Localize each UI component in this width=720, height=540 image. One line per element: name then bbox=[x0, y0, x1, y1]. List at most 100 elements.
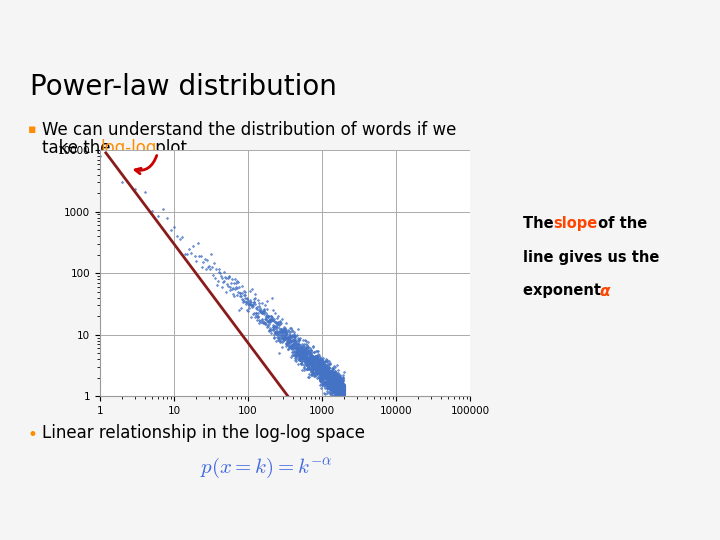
Point bbox=[289, 355, 301, 364]
Point bbox=[311, 367, 323, 376]
Point bbox=[248, 309, 260, 318]
Point bbox=[266, 316, 278, 325]
Point bbox=[325, 368, 337, 377]
Point bbox=[329, 389, 341, 398]
Point bbox=[325, 377, 337, 386]
Point bbox=[303, 347, 315, 356]
Point bbox=[307, 342, 319, 351]
Point bbox=[334, 392, 346, 401]
Point bbox=[284, 326, 295, 335]
Point bbox=[322, 383, 333, 392]
Point bbox=[325, 366, 337, 375]
Point bbox=[326, 383, 338, 392]
Point bbox=[323, 368, 334, 376]
Point bbox=[323, 370, 334, 379]
Point bbox=[307, 365, 319, 374]
Point bbox=[320, 367, 331, 375]
Point bbox=[325, 369, 336, 378]
Point bbox=[312, 366, 324, 374]
Point bbox=[337, 387, 348, 396]
Point bbox=[285, 336, 297, 345]
Point bbox=[322, 375, 333, 383]
Point bbox=[310, 346, 322, 355]
Point bbox=[333, 385, 344, 394]
Point bbox=[321, 366, 333, 374]
Point bbox=[313, 362, 325, 371]
Point bbox=[316, 361, 328, 370]
Point bbox=[332, 390, 343, 399]
Point bbox=[294, 356, 305, 364]
Point bbox=[328, 364, 339, 373]
Point bbox=[338, 388, 349, 396]
Point bbox=[273, 333, 284, 341]
Point bbox=[307, 368, 319, 377]
Point bbox=[324, 368, 336, 376]
Point bbox=[309, 364, 320, 373]
Point bbox=[301, 345, 312, 353]
Point bbox=[295, 354, 307, 363]
Point bbox=[278, 326, 289, 335]
Point bbox=[320, 379, 332, 387]
Point bbox=[318, 367, 330, 375]
Point bbox=[323, 378, 335, 387]
Point bbox=[230, 285, 241, 294]
Point bbox=[292, 325, 304, 333]
Point bbox=[336, 380, 348, 389]
Point bbox=[278, 332, 289, 340]
Point bbox=[325, 378, 337, 387]
Point bbox=[326, 380, 338, 389]
Point bbox=[306, 352, 318, 360]
Point bbox=[315, 376, 326, 385]
Point bbox=[315, 374, 327, 382]
Point bbox=[329, 370, 341, 379]
Point bbox=[319, 366, 330, 374]
Point bbox=[325, 367, 336, 375]
Point bbox=[310, 352, 321, 360]
Point bbox=[331, 368, 343, 377]
Point bbox=[328, 368, 339, 377]
Point bbox=[321, 382, 333, 390]
Point bbox=[317, 366, 328, 374]
Point bbox=[286, 342, 297, 350]
Point bbox=[336, 387, 347, 396]
Point bbox=[294, 353, 305, 362]
Point bbox=[296, 348, 307, 356]
Point bbox=[323, 388, 335, 397]
Point bbox=[320, 382, 332, 390]
Point bbox=[298, 363, 310, 372]
Point bbox=[321, 361, 333, 370]
Point bbox=[240, 299, 251, 308]
Point bbox=[266, 316, 277, 325]
Point bbox=[289, 337, 300, 346]
Point bbox=[307, 371, 318, 380]
Point bbox=[336, 390, 347, 399]
Point bbox=[315, 362, 327, 370]
Point bbox=[220, 273, 231, 281]
Point bbox=[328, 379, 340, 388]
Point bbox=[305, 346, 317, 355]
Point bbox=[300, 354, 311, 362]
Point bbox=[335, 392, 346, 401]
Point bbox=[326, 369, 338, 378]
Point bbox=[326, 379, 338, 387]
Point bbox=[270, 328, 282, 337]
Point bbox=[290, 352, 302, 360]
Point bbox=[330, 376, 341, 385]
Point bbox=[325, 373, 337, 382]
Point bbox=[331, 372, 343, 380]
Point bbox=[303, 373, 315, 382]
Point bbox=[330, 370, 341, 379]
Point bbox=[331, 381, 343, 389]
Point bbox=[289, 344, 301, 353]
Point bbox=[320, 372, 331, 380]
Point bbox=[329, 368, 341, 377]
Point bbox=[317, 368, 328, 377]
Point bbox=[337, 389, 348, 398]
Point bbox=[315, 375, 326, 383]
Point bbox=[295, 353, 307, 362]
Point bbox=[228, 278, 240, 287]
Point bbox=[299, 345, 310, 354]
Point bbox=[323, 366, 334, 374]
Point bbox=[329, 383, 341, 391]
Point bbox=[332, 384, 343, 393]
